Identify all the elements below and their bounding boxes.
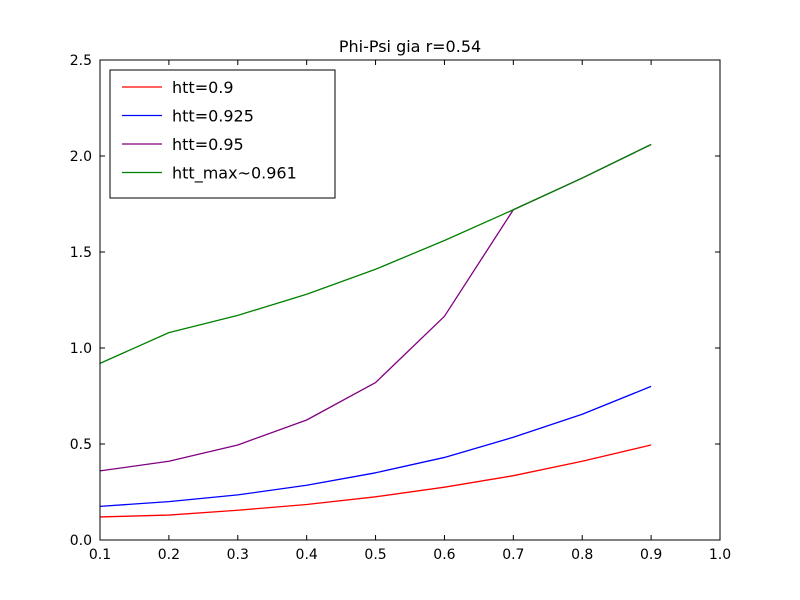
x-tick-label: 0.4	[296, 547, 318, 563]
y-tick-label: 1.0	[70, 341, 92, 357]
x-tick-label: 0.7	[502, 547, 524, 563]
series-line-0	[99, 444, 652, 518]
legend-label: htt=0.95	[172, 135, 244, 154]
y-tick-label: 1.5	[70, 245, 92, 261]
legend-label: htt=0.925	[172, 107, 254, 126]
legend-label: htt=0.9	[172, 78, 234, 97]
legend-label: htt_max~0.961	[172, 164, 297, 184]
series-layer	[99, 143, 652, 518]
x-tick-label: 0.3	[227, 547, 249, 563]
plot-area-frame	[99, 59, 721, 541]
y-tick-label: 2.5	[70, 53, 92, 69]
y-axis: 0.0 0.5 1.0 1.5 2.0 2.5	[70, 53, 720, 549]
y-tick-label: 2.0	[70, 149, 92, 165]
x-tick-label: 0.2	[158, 547, 180, 563]
legend: htt=0.9 htt=0.925 htt=0.95 htt_max~0.961	[109, 69, 336, 199]
series-line-3	[99, 143, 652, 364]
x-tick-label: 0.5	[364, 547, 386, 563]
series-line-1	[99, 385, 652, 508]
x-tick-label: 0.8	[571, 547, 593, 563]
x-tick-label: 0.1	[89, 547, 111, 563]
x-tick-label: 0.6	[433, 547, 455, 563]
chart-title: Phi-Psi gia r=0.54	[339, 37, 481, 56]
legend-box	[109, 69, 336, 199]
x-tick-label: 1.0	[709, 547, 731, 563]
y-tick-label: 0.5	[70, 437, 92, 453]
x-axis: 0.1 0.2 0.3 0.4 0.5 0.6 0.7 0.8 0.9 1.0	[89, 60, 731, 563]
x-tick-label: 0.9	[640, 547, 662, 563]
y-tick-label: 0.0	[70, 533, 92, 549]
